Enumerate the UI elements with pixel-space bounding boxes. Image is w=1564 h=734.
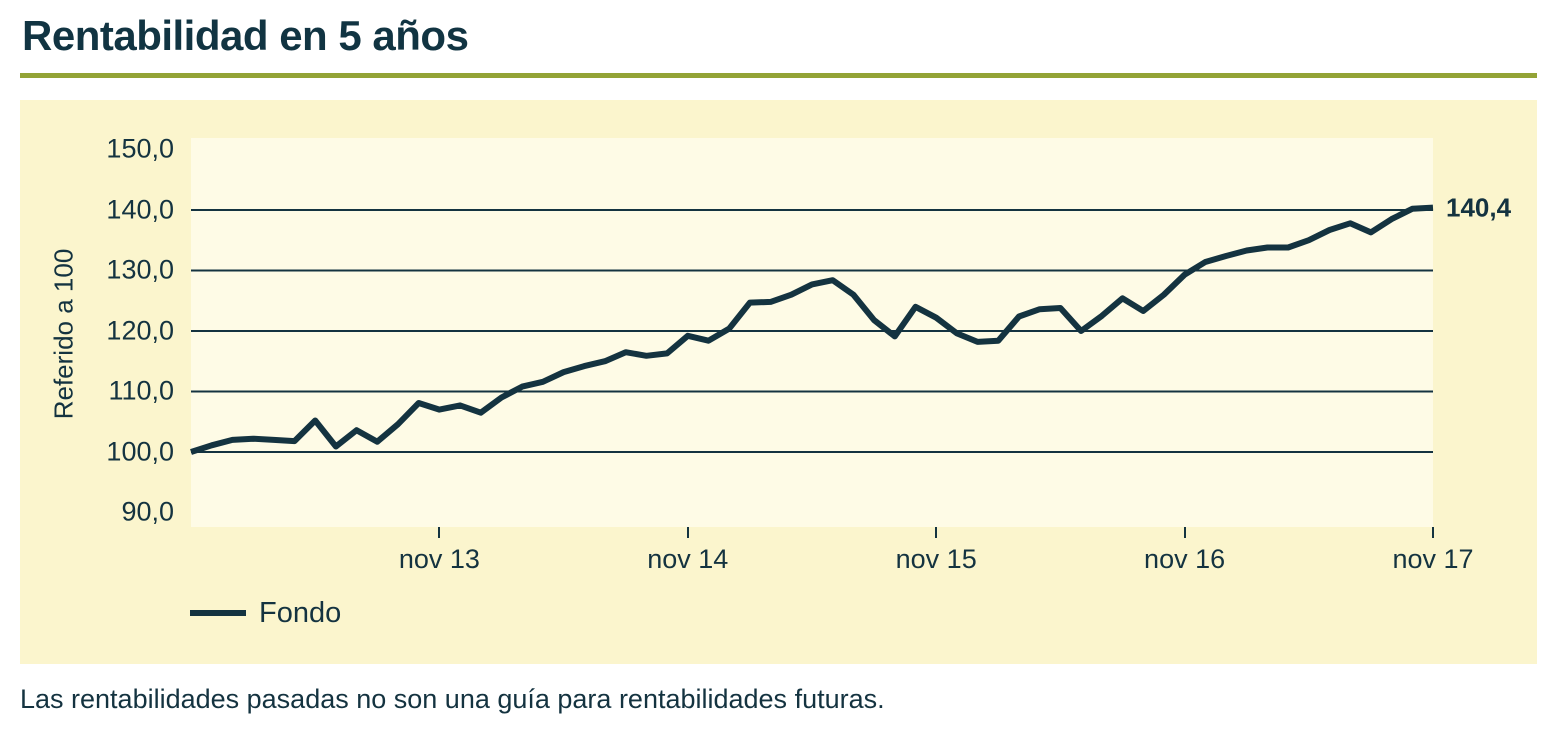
x-tick-label-nov-16: nov 16 xyxy=(1144,544,1226,574)
y-tick-label-150: 150,0 xyxy=(106,133,174,164)
title-divider xyxy=(20,73,1537,78)
y-axis-title: Referido a 100 xyxy=(48,248,79,420)
disclaimer-text: Las rentabilidades pasadas no son una gu… xyxy=(20,684,885,714)
y-tick-label-130: 130,0 xyxy=(106,254,174,285)
legend-line-swatch xyxy=(190,610,246,616)
x-tick-label-nov-14: nov 14 xyxy=(647,544,729,574)
chart-legend: Fondo xyxy=(190,596,342,629)
x-tick-mark-nov-16 xyxy=(1183,527,1186,538)
x-tick-mark-nov-17 xyxy=(1432,527,1434,538)
x-tick-label-nov-15: nov 15 xyxy=(895,544,977,574)
x-tick-label-nov-13: nov 13 xyxy=(398,544,480,574)
x-tick-mark-nov-13 xyxy=(438,527,441,538)
y-tick-label-120: 120,0 xyxy=(106,315,174,346)
series-line-fondo xyxy=(190,204,1434,455)
y-tick-label-140: 140,0 xyxy=(106,194,174,225)
x-tick-mark-nov-14 xyxy=(686,527,689,538)
page-title: Rentabilidad en 5 años xyxy=(22,12,469,59)
x-tick-mark-nov-15 xyxy=(935,527,938,538)
y-tick-label-90: 90,0 xyxy=(121,496,174,527)
chart-panel: Referido a 100 150,0 140,0 130,0 120,0 110,0… xyxy=(20,100,1537,664)
y-tick-label-100: 100,0 xyxy=(106,436,174,467)
legend-label-fondo: Fondo xyxy=(259,596,342,629)
series-end-value-label: 140,4 xyxy=(1446,192,1512,223)
y-tick-label-110: 110,0 xyxy=(108,375,174,406)
chart-plot xyxy=(190,204,1434,455)
x-tick-label-nov-17: nov 17 xyxy=(1392,544,1474,574)
plot-area xyxy=(190,138,1434,527)
